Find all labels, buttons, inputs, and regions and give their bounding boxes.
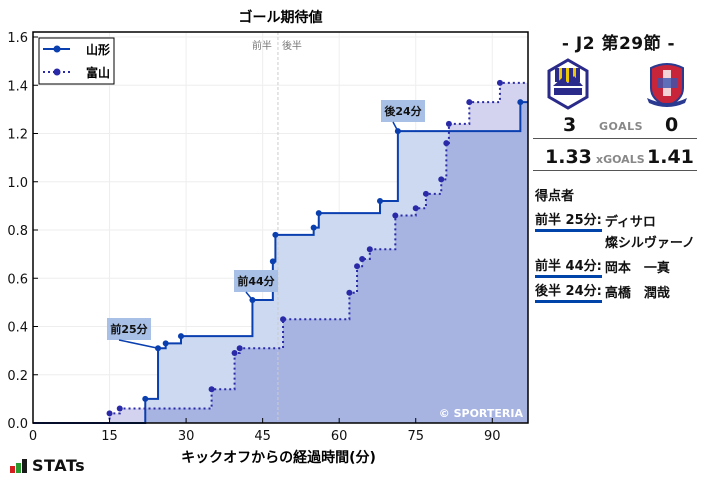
y-tick-label: 0.2 (7, 369, 28, 384)
y-tick-label: 1.6 (7, 31, 28, 46)
y-tick-label: 1.0 (7, 176, 28, 191)
y-tick-label: 1.2 (7, 128, 28, 143)
legend-box (38, 37, 115, 85)
y-tick-label: 0.8 (7, 224, 28, 239)
home-goals: 3 (563, 114, 577, 136)
x-axis-label: キックオフからの経過時間(分) (181, 449, 376, 466)
scorer-time: 前半 44分: (535, 258, 602, 278)
away-shot-marker (496, 79, 503, 86)
kataller-toyama-crest-icon (647, 63, 687, 108)
second-half-label: 後半 (282, 39, 302, 52)
away-xg: 1.41 (647, 146, 694, 168)
home-shot-marker (517, 99, 524, 106)
match-summary-panel: - J2 第29節 - 3 GOALS 0 1.33 xGOALS 1.41 得… (530, 0, 707, 479)
y-tick-label: 0.6 (7, 272, 28, 287)
y-tick-label: 1.4 (7, 79, 28, 94)
scorer-time: 後半 24分: (535, 283, 602, 303)
scorers-header: 得点者 (535, 189, 575, 204)
home-shot-marker (177, 333, 184, 340)
away-shot-marker (366, 246, 373, 253)
plot-frame (32, 31, 529, 424)
goal-annotation-box (107, 318, 151, 340)
away-shot-marker (116, 405, 123, 412)
bar-chart-icon (10, 459, 27, 473)
away-shot-marker (466, 99, 473, 106)
x-tick-label: 90 (484, 429, 501, 444)
y-tick-label: 0.0 (7, 417, 28, 432)
y-tick-label: 0.4 (7, 321, 28, 336)
away-shot-marker (412, 205, 419, 212)
away-shot-marker (359, 255, 366, 262)
brand-label: STATs (32, 456, 86, 475)
x-tick-label: 30 (178, 429, 195, 444)
away-shot-marker (443, 140, 450, 147)
scorer-name: 高橋 潤哉 (604, 286, 670, 301)
goal-annotation-label: 前44分 (237, 274, 274, 288)
away-shot-marker (346, 289, 353, 296)
away-shot-marker (445, 120, 452, 127)
home-shot-marker (310, 224, 317, 231)
scorer-row: 前半 44分: 岡本 一真 (535, 258, 695, 279)
montedio-yamagata-crest-icon (547, 58, 589, 110)
goal-annotation-label: 後24分 (384, 104, 421, 118)
home-shot-marker (269, 258, 276, 265)
home-shot-marker (315, 210, 322, 217)
goal-annotation-pointer (245, 291, 254, 301)
home-shot-marker (272, 231, 279, 238)
goal-annotation-pointer (392, 121, 399, 132)
round-title: - J2 第29節 - (561, 34, 676, 54)
watermark: © SPORTERIA (439, 407, 524, 420)
x-tick-label: 60 (331, 429, 348, 444)
x-tick-label: 0 (29, 429, 37, 444)
x-tick-label: 45 (254, 429, 271, 444)
scorer-time: 前半 25分: (535, 212, 602, 232)
legend-home-label: 山形 (86, 42, 110, 57)
scorer-row: 前半 25分: ディサロ 燦シルヴァーノ (535, 212, 695, 254)
goal-annotation-pointer (118, 339, 159, 349)
home-shot-marker (142, 395, 149, 402)
away-shot-marker (236, 345, 243, 352)
x-tick-label: 75 (407, 429, 424, 444)
scorer-name: ディサロ 燦シルヴァーノ (604, 215, 696, 251)
away-shot-marker (106, 410, 113, 417)
home-shot-marker (377, 198, 384, 205)
xgoals-row: 1.33 xGOALS 1.41 (533, 146, 697, 171)
goal-annotation-box (234, 270, 278, 292)
stats-brand-logo: STATs (10, 456, 86, 475)
away-shot-marker (438, 176, 445, 183)
legend-home-marker-icon (53, 45, 61, 53)
away-shot-marker (354, 263, 361, 270)
goals-label: GOALS (599, 120, 644, 133)
goal-annotation-box (381, 100, 425, 122)
first-half-label: 前半 (252, 39, 272, 52)
scorer-row: 後半 24分: 高橋 潤哉 (535, 283, 695, 304)
chart-title: ゴール期待値 (239, 9, 323, 26)
legend-away-marker-icon (53, 68, 61, 76)
home-shot-marker (162, 340, 169, 347)
x-tick-label: 15 (101, 429, 118, 444)
xgoals-label: xGOALS (596, 153, 645, 166)
goals-row: 3 GOALS 0 (533, 114, 697, 139)
away-shot-marker (208, 386, 215, 393)
scorer-name: 岡本 一真 (604, 261, 670, 276)
scorers-list: 得点者 前半 25分: ディサロ 燦シルヴァーノ 前半 44分: 岡本 一真 後半 24… (535, 185, 695, 308)
goal-annotation-label: 前25分 (110, 322, 147, 336)
home-xg: 1.33 (545, 146, 592, 168)
away-shot-marker (231, 350, 238, 357)
away-shot-marker (422, 190, 429, 197)
away-shot-marker (280, 316, 287, 323)
legend-away-label: 富山 (86, 65, 110, 80)
away-goals: 0 (665, 114, 679, 136)
away-shot-marker (392, 212, 399, 219)
